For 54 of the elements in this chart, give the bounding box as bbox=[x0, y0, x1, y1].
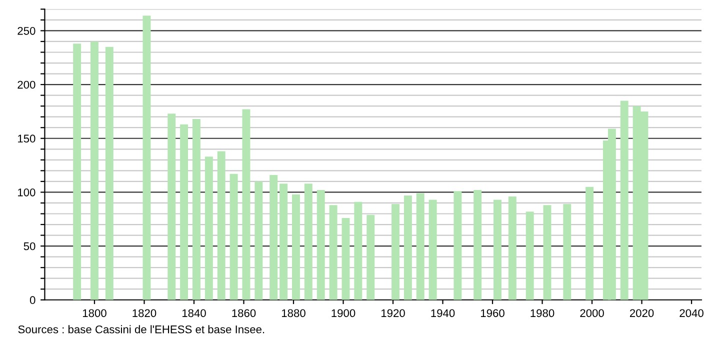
bar bbox=[304, 184, 312, 300]
x-tick-label: 2040 bbox=[680, 309, 704, 318]
bar bbox=[316, 190, 325, 300]
x-tick-label: 1820 bbox=[132, 309, 156, 318]
y-tick-label: 150 bbox=[18, 134, 36, 143]
x-tick-label: 1860 bbox=[232, 309, 256, 318]
bar bbox=[494, 200, 502, 300]
bar bbox=[242, 109, 250, 300]
bar bbox=[292, 194, 300, 300]
bar bbox=[526, 212, 534, 300]
bar bbox=[192, 119, 200, 300]
y-tick-label: 50 bbox=[24, 242, 36, 250]
x-tick-label: 1920 bbox=[381, 309, 405, 318]
bar bbox=[620, 100, 628, 300]
bar bbox=[474, 190, 482, 300]
bar bbox=[329, 205, 338, 300]
bar bbox=[142, 16, 151, 300]
bar bbox=[270, 174, 278, 300]
x-tick-label: 1960 bbox=[481, 309, 504, 318]
bar bbox=[90, 41, 98, 300]
bar bbox=[180, 124, 188, 300]
y-tick-label: 0 bbox=[30, 296, 36, 304]
source-note: Sources : base Cassini de l'EHESS et base Insee. bbox=[18, 325, 264, 334]
bar bbox=[416, 193, 424, 300]
x-tick-label: 2020 bbox=[630, 309, 654, 318]
bar bbox=[392, 204, 400, 300]
bar bbox=[342, 218, 350, 300]
bar bbox=[280, 184, 288, 300]
y-tick-label: 250 bbox=[18, 26, 36, 35]
bar bbox=[508, 196, 516, 300]
bar bbox=[428, 200, 437, 300]
bar bbox=[454, 191, 462, 300]
bar bbox=[404, 195, 412, 300]
bar bbox=[217, 151, 226, 300]
bar bbox=[230, 174, 238, 300]
bar bbox=[254, 181, 263, 300]
y-tick-label: 200 bbox=[18, 80, 36, 89]
x-tick-label: 1940 bbox=[431, 309, 455, 318]
bar bbox=[366, 214, 375, 300]
bar bbox=[586, 186, 594, 300]
bar bbox=[563, 204, 572, 300]
bar bbox=[168, 114, 176, 300]
bar bbox=[543, 205, 552, 300]
bar bbox=[105, 46, 114, 300]
x-tick-label: 1800 bbox=[82, 309, 106, 318]
bar bbox=[354, 202, 362, 300]
bar bbox=[204, 156, 213, 300]
bar bbox=[73, 44, 82, 300]
x-tick-label: 1840 bbox=[182, 309, 206, 318]
x-tick-label: 2000 bbox=[580, 309, 604, 318]
x-tick-label: 1980 bbox=[530, 309, 554, 318]
y-tick-label: 100 bbox=[18, 188, 36, 196]
x-tick-label: 1900 bbox=[332, 309, 356, 318]
x-tick-label: 1880 bbox=[282, 309, 306, 318]
